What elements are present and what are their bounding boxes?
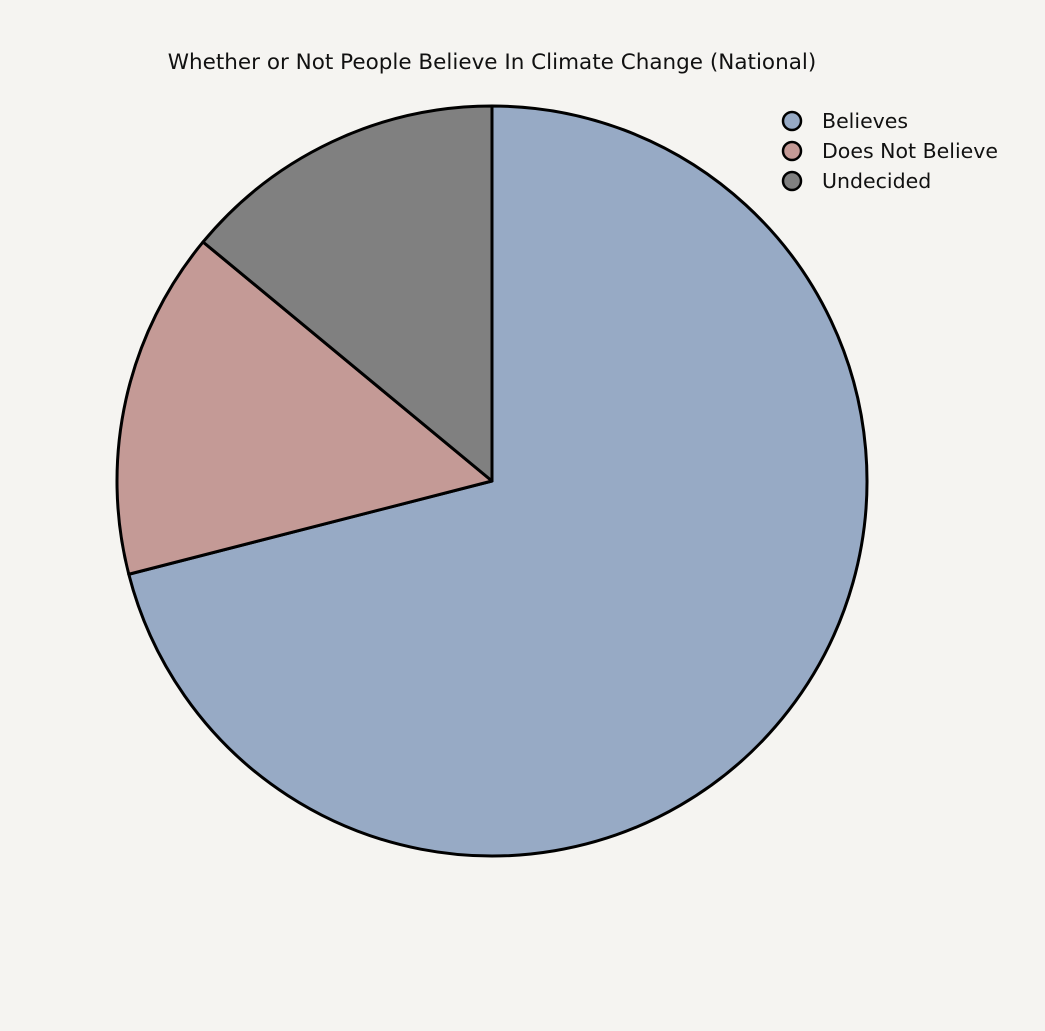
pie-slice-does-not-believe xyxy=(115,240,494,576)
legend-label-undecided: Undecided xyxy=(822,169,931,193)
legend-marker-undecided xyxy=(781,170,803,192)
legend-marker-does-not-believe xyxy=(781,140,803,162)
legend: Believes Does Not Believe Undecided xyxy=(781,109,998,193)
pie-slices xyxy=(115,104,869,858)
legend-label-does-not-believe: Does Not Believe xyxy=(822,139,998,163)
legend-marker-believes xyxy=(781,110,803,132)
pie-slice-undecided xyxy=(201,104,494,483)
legend-label-believes: Believes xyxy=(822,109,908,133)
pie-slice-believes xyxy=(127,104,869,858)
chart-title: Whether or Not People Believe In Climate… xyxy=(168,50,817,75)
